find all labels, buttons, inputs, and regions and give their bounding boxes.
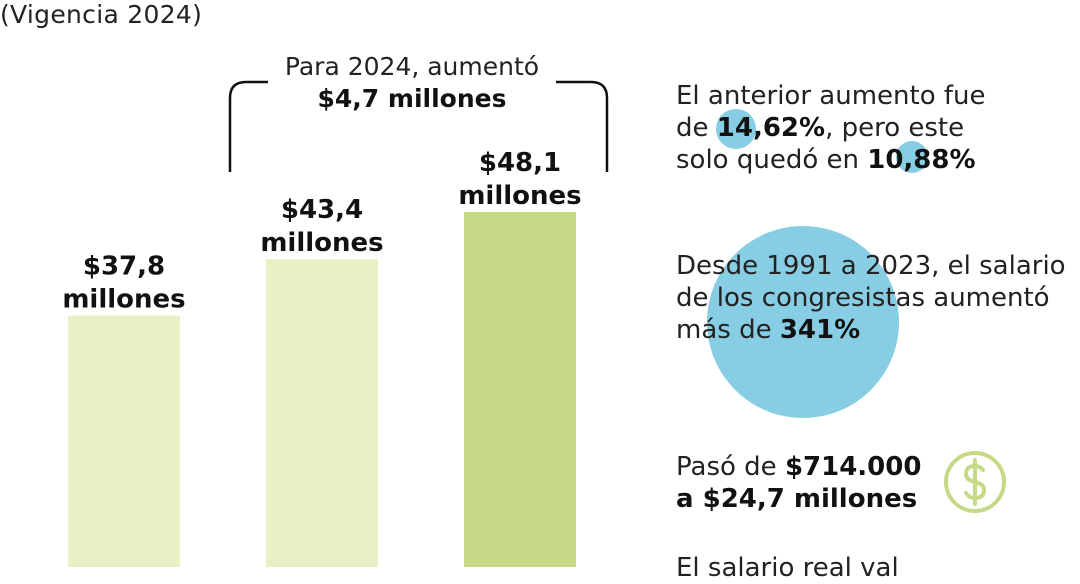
bubble-historic-increase [707,226,899,418]
bar-2-label-line1: $43,4 [281,195,363,225]
bar-3 [464,212,576,567]
fact1-line2: de 14,62%, pero este [676,113,965,143]
fact1-line3: solo quedó en 10,88% [676,145,976,175]
bracket-text-line2: $4,7 millones [318,84,507,113]
bar-3-label-line2: millones [458,181,581,211]
fact2-line3: más de 341% [676,315,861,345]
dollar-coin-icon [944,451,1006,513]
bracket-text-line1: Para 2024, aumentó [285,52,539,81]
bracket-right [556,80,609,172]
fact1-line1: El anterior aumento fue [676,81,986,111]
bubble-current-increase [895,140,929,174]
bar-1-label-line2: millones [62,285,185,315]
bubble-previous-increase [716,109,756,149]
fact3-line2: a $24,7 millones [676,484,918,514]
bar-3-label-line1: $48,1 [479,148,561,178]
fact4-line1: El salario real val [676,553,899,583]
bar-1-label-line1: $37,8 [83,252,165,282]
fact-real-salary: El salario real val [676,552,899,584]
increase-bracket: Para 2024, aumentó $4,7 millones [228,52,609,172]
fact2-line1: Desde 1991 a 2023, el salario [676,251,1066,281]
fact-previous-increase: El anterior aumento fue de 14,62%, pero … [676,80,986,176]
fact-salary-change: Pasó de $714.000 a $24,7 millones [676,451,921,515]
fact3-line1: Pasó de $714.000 [676,452,922,482]
bracket-left [228,80,268,172]
chart-subtitle: (Vigencia 2024) [0,0,203,29]
fact2-line2: de los congresistas aumentó [676,283,1050,313]
fact-historic-increase: Desde 1991 a 2023, el salario de los con… [676,250,1066,346]
bars-group [68,212,576,567]
bar-chart: $37,8millones$43,4millones$48,1millones … [62,52,609,567]
bar-2-label-line2: millones [260,228,383,258]
bar-1 [68,315,180,567]
bar-2 [266,259,378,567]
